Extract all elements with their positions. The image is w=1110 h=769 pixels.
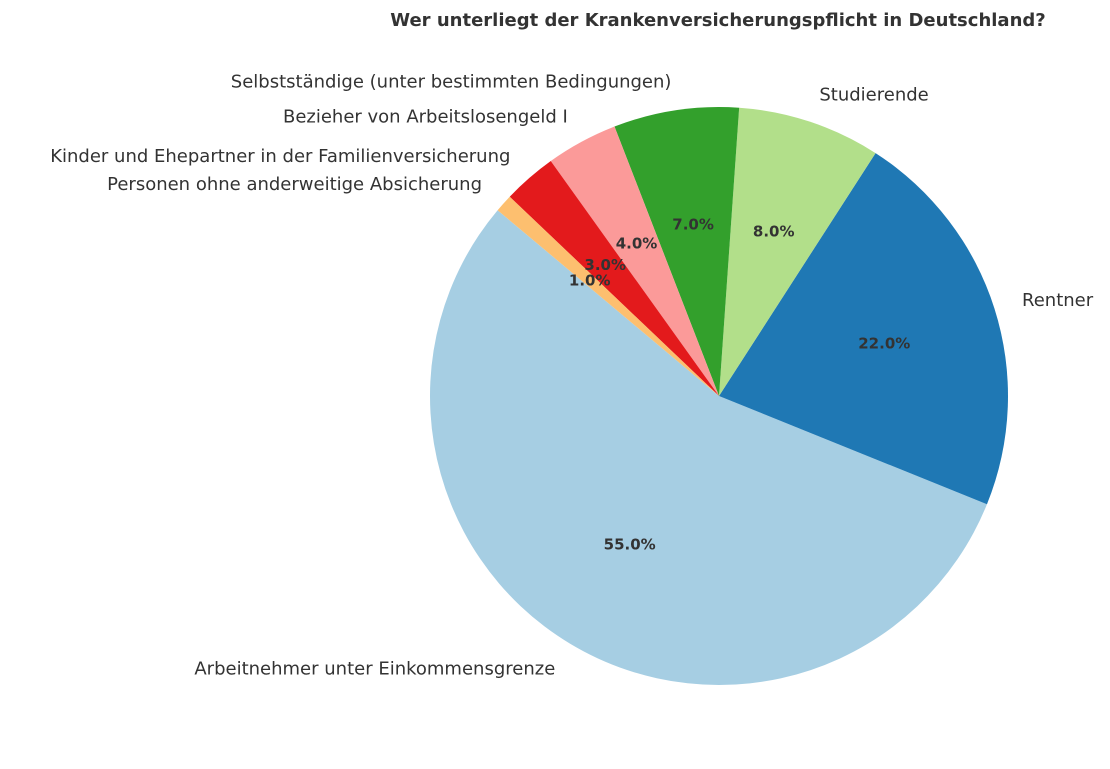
pie-slice [719,107,876,397]
pie-slice [509,161,719,396]
slice-label: Arbeitnehmer unter Einkommensgrenze [194,658,555,679]
slice-percent-label: 7.0% [672,216,714,234]
pie-slice [614,107,740,396]
pie-slice [430,210,987,685]
pie-slice [497,196,719,396]
slice-percent-label: 8.0% [753,222,795,240]
slice-label: Selbstständige (unter bestimmten Bedingu… [231,72,672,93]
slice-percent-label: 22.0% [858,335,910,353]
slice-label: Kinder und Ehepartner in der Familienver… [50,146,510,167]
pie-slice [719,153,1008,505]
slice-percent-label: 3.0% [584,256,626,274]
slice-percent-label: 4.0% [616,234,658,252]
pie-slice [550,126,719,397]
slice-label: Rentner [1022,290,1094,311]
slice-label: Personen ohne anderweitige Absicherung [107,174,482,195]
slice-percent-label: 1.0% [569,271,611,289]
chart-title: Wer unterliegt der Krankenversicherungsp… [390,10,1045,31]
slice-percent-label: 55.0% [604,536,656,554]
slice-label: Studierende [819,84,928,105]
slice-label: Bezieher von Arbeitslosengeld I [283,106,568,127]
